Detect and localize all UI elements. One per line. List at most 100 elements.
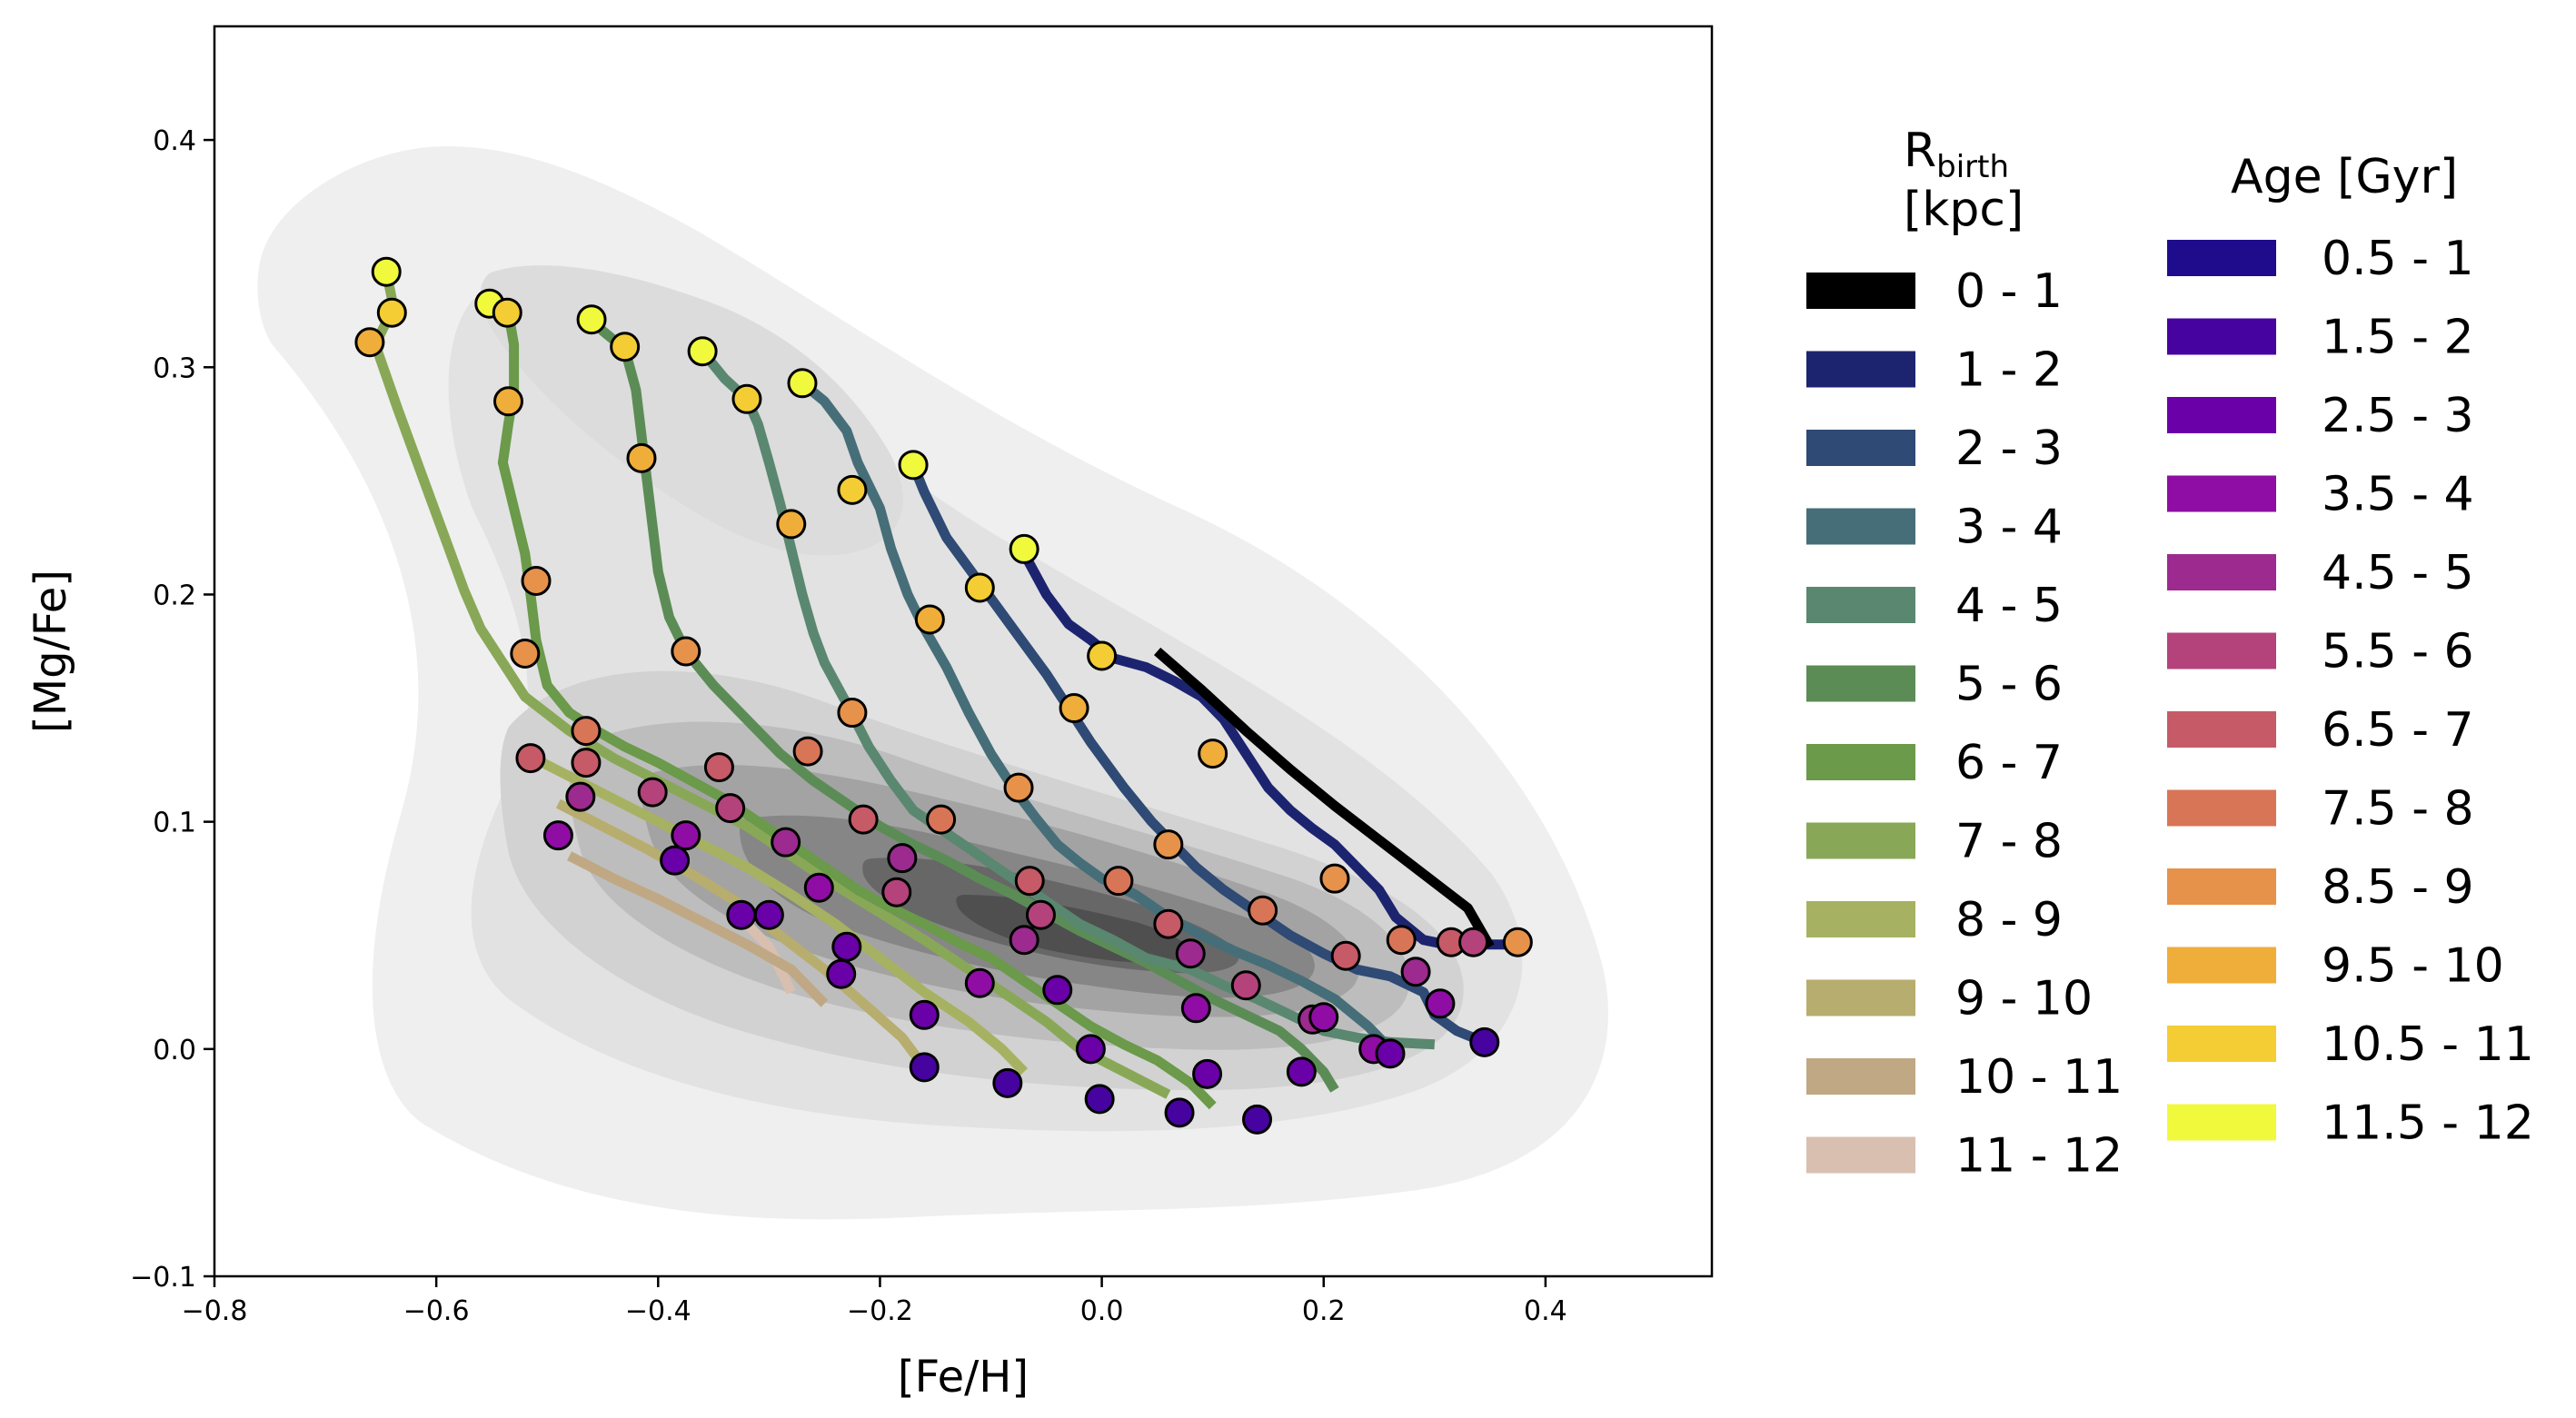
data-point bbox=[510, 639, 541, 669]
data-point bbox=[898, 450, 929, 481]
legend-rbirth-swatch bbox=[1806, 979, 1915, 1016]
y-axis-label: [Mg/Fe] bbox=[25, 570, 76, 733]
legend-age-swatch bbox=[2167, 240, 2276, 276]
x-tick-label: 0.0 bbox=[1080, 1295, 1124, 1327]
data-point bbox=[726, 899, 757, 930]
legend-age-swatch bbox=[2167, 1104, 2276, 1141]
legend-age-label: 8.5 - 9 bbox=[2322, 860, 2474, 915]
data-point bbox=[1009, 925, 1039, 956]
legend-age-swatch bbox=[2167, 868, 2276, 905]
legend-rbirth-label: 6 - 7 bbox=[1955, 736, 2063, 790]
data-point bbox=[354, 327, 385, 358]
data-point bbox=[571, 716, 602, 747]
data-point bbox=[376, 297, 407, 328]
data-point bbox=[492, 297, 522, 328]
data-point bbox=[1425, 988, 1456, 1019]
data-point bbox=[1230, 970, 1261, 1001]
data-point bbox=[1059, 693, 1089, 724]
series-line bbox=[799, 379, 1394, 1053]
data-point bbox=[1469, 1026, 1500, 1057]
legend-age-label: 5.5 - 6 bbox=[2322, 625, 2474, 679]
legend-rbirth-title-main: R bbox=[1904, 124, 1936, 178]
data-point bbox=[1042, 975, 1073, 1006]
y-tick-label: 0.4 bbox=[153, 125, 196, 157]
y-tick-label: 0.2 bbox=[153, 580, 196, 611]
data-point bbox=[1153, 908, 1184, 939]
data-point bbox=[848, 804, 879, 835]
legend-age-label: 2.5 - 3 bbox=[2322, 389, 2474, 443]
data-point bbox=[1075, 1034, 1106, 1065]
x-tick-label: −0.8 bbox=[182, 1295, 248, 1327]
data-point bbox=[671, 636, 701, 667]
data-point bbox=[1330, 940, 1361, 971]
data-point bbox=[565, 781, 596, 812]
data-point bbox=[803, 872, 834, 903]
legend-age-entries: 0.5 - 1 1.5 - 2 2.5 - 3 3.5 - 4 4.5 - 5 5.5 -… bbox=[2167, 232, 2534, 1151]
x-tick-label: −0.6 bbox=[403, 1295, 470, 1327]
data-point bbox=[515, 743, 546, 774]
legend-rbirth: Rbirth [kpc] 0 - 1 1 - 2 2 - 3 3 - 4 4 - 5 5 … bbox=[1806, 124, 2123, 1184]
legend-rbirth-swatch bbox=[1806, 351, 1915, 388]
legend-age-swatch bbox=[2167, 475, 2276, 512]
data-point bbox=[992, 1067, 1023, 1098]
y-tick-label: 0.1 bbox=[153, 808, 196, 839]
legend-age-swatch bbox=[2167, 397, 2276, 433]
data-point bbox=[626, 442, 657, 473]
legend-rbirth-label: 1 - 2 bbox=[1955, 343, 2063, 398]
data-point bbox=[542, 820, 573, 851]
legend-age-title: Age [Gyr] bbox=[2231, 150, 2458, 204]
legend-age-swatch bbox=[2167, 789, 2276, 827]
data-point bbox=[371, 256, 402, 287]
legend-age-label: 1.5 - 2 bbox=[2322, 311, 2474, 365]
legend-rbirth-swatch bbox=[1806, 430, 1915, 466]
data-point bbox=[1502, 927, 1533, 957]
legend-rbirth-label: 0 - 1 bbox=[1955, 264, 2063, 319]
data-point bbox=[492, 386, 523, 417]
data-point bbox=[576, 304, 607, 335]
legend-rbirth-label: 10 - 11 bbox=[1955, 1050, 2123, 1105]
data-point bbox=[1014, 866, 1045, 897]
data-point bbox=[1153, 829, 1184, 860]
data-point bbox=[787, 368, 818, 399]
legend-age-swatch bbox=[2167, 318, 2276, 355]
legend-rbirth-label: 7 - 8 bbox=[1955, 815, 2063, 869]
legend-age-swatch bbox=[2167, 1026, 2276, 1062]
y-tick-label: 0.0 bbox=[153, 1035, 196, 1066]
data-point bbox=[660, 845, 691, 876]
data-point bbox=[521, 565, 552, 596]
legend-age-label: 7.5 - 8 bbox=[2322, 782, 2474, 837]
x-tick-label: −0.4 bbox=[625, 1295, 691, 1327]
y-axis-ticks: −0.1 0.0 0.1 0.2 0.3 0.4 bbox=[130, 125, 214, 1294]
legend-rbirth-swatch bbox=[1806, 1136, 1915, 1174]
legend-rbirth-swatch bbox=[1806, 273, 1915, 309]
data-point bbox=[1175, 938, 1206, 969]
legend-age-label: 6.5 - 7 bbox=[2322, 703, 2474, 758]
data-point bbox=[1386, 925, 1417, 956]
data-point bbox=[1458, 927, 1489, 957]
legend-age-swatch bbox=[2167, 711, 2276, 748]
data-point bbox=[687, 336, 718, 367]
data-point bbox=[1286, 1056, 1317, 1087]
data-point bbox=[1103, 866, 1134, 897]
x-tick-label: 0.4 bbox=[1524, 1295, 1567, 1327]
series-points bbox=[354, 256, 1533, 1135]
x-axis-label: [Fe/H] bbox=[898, 1352, 1029, 1403]
data-point bbox=[715, 793, 746, 824]
data-point bbox=[1009, 533, 1039, 564]
data-point bbox=[1241, 1104, 1272, 1135]
legend-rbirth-title-sub: birth bbox=[1936, 149, 2009, 185]
legend-age-swatch bbox=[2167, 632, 2276, 669]
data-point bbox=[964, 572, 995, 603]
legend-rbirth-swatch bbox=[1806, 508, 1915, 545]
series-line bbox=[522, 749, 1029, 1076]
legend-rbirth-label: 11 - 12 bbox=[1955, 1129, 2123, 1184]
data-point bbox=[792, 736, 823, 767]
density-level-upper bbox=[480, 265, 903, 556]
data-point bbox=[671, 820, 701, 851]
data-point bbox=[731, 383, 762, 414]
legend-rbirth-label: 8 - 9 bbox=[1955, 893, 2063, 947]
data-point bbox=[1087, 640, 1118, 671]
y-tick-label: −0.1 bbox=[130, 1262, 196, 1294]
x-tick-label: 0.2 bbox=[1302, 1295, 1346, 1327]
